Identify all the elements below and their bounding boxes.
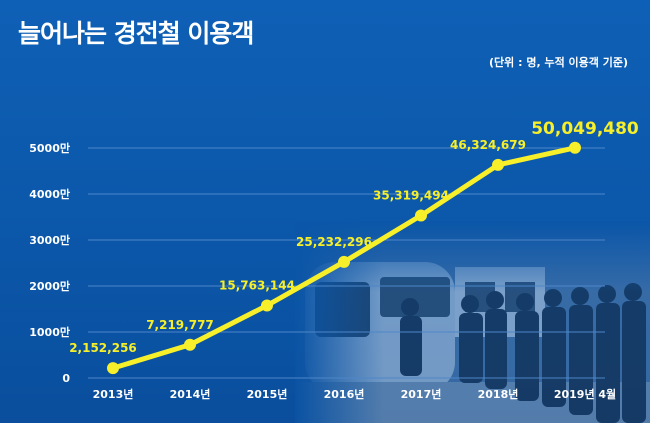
data-label-3: 25,232,296	[296, 235, 372, 249]
x-tick-label-0: 2013년	[93, 387, 134, 401]
data-point-1	[184, 338, 196, 351]
x-tick-label-6: 2019년 4월	[554, 387, 616, 401]
y-tick-label-5: 5000만	[29, 141, 70, 155]
y-tick-label-0: 0	[62, 372, 70, 385]
data-point-6	[569, 141, 581, 154]
data-point-0	[107, 362, 119, 375]
x-tick-label-1: 2014년	[170, 387, 211, 401]
data-label-6: 50,049,480	[531, 119, 639, 139]
data-label-4: 35,319,494	[373, 189, 449, 203]
data-label-5: 46,324,679	[450, 138, 526, 152]
data-label-0: 2,152,256	[69, 341, 137, 355]
x-tick-label-3: 2016년	[324, 387, 365, 401]
subway-photo	[295, 222, 650, 423]
data-point-3	[338, 255, 350, 268]
x-tick-label-2: 2015년	[247, 387, 288, 401]
page-title: 늘어나는 경전철 이용객	[18, 19, 254, 48]
data-point-2	[261, 299, 273, 312]
data-label-1: 7,219,777	[146, 318, 214, 332]
data-point-5	[492, 158, 504, 171]
data-label-2: 15,763,144	[219, 278, 295, 292]
data-point-4	[415, 209, 427, 222]
y-tick-label-3: 3000만	[29, 233, 70, 247]
unit-note: (단위 : 명, 누적 이용객 기준)	[489, 56, 628, 69]
y-tick-label-4: 4000만	[29, 187, 70, 201]
y-tick-label-1: 1000만	[29, 325, 70, 339]
y-tick-label-2: 2000만	[29, 279, 70, 293]
x-tick-label-4: 2017년	[401, 387, 442, 401]
x-tick-label-5: 2018년	[478, 387, 519, 401]
